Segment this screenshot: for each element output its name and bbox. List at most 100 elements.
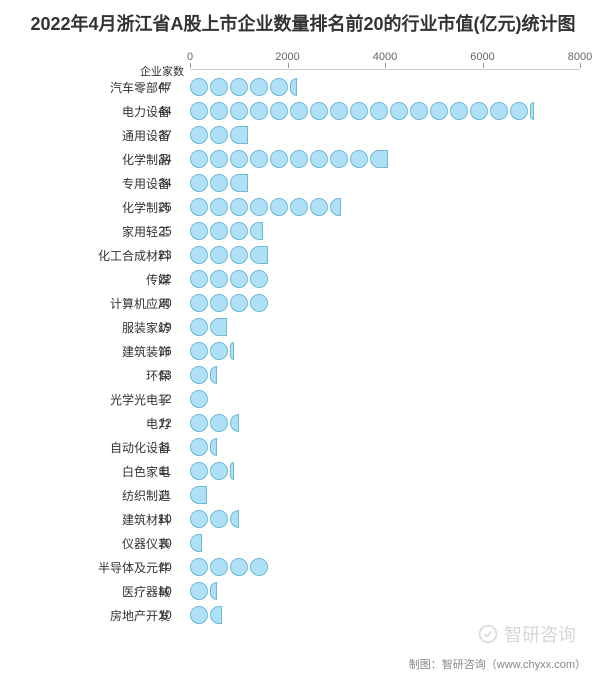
watermark-icon — [478, 624, 498, 644]
dot-marker — [270, 150, 288, 168]
dot-marker — [250, 102, 268, 120]
table-row: 纺织制造11 — [140, 483, 580, 507]
dot-marker-partial — [190, 486, 207, 504]
dot-marker — [350, 150, 368, 168]
x-tick: 6000 — [470, 51, 494, 63]
dot-marker — [190, 150, 208, 168]
dot-marker — [190, 462, 208, 480]
data-rows: 汽车零部件47电力设备44通用设备37化学制品34专用设备34化学制药26家用轻… — [140, 75, 580, 627]
dot-marker — [330, 102, 348, 120]
row-bar — [190, 197, 341, 217]
row-count: 26 — [150, 200, 180, 214]
table-row: 建筑装饰16 — [140, 339, 580, 363]
dot-marker — [470, 102, 488, 120]
dot-marker — [250, 150, 268, 168]
dot-marker — [250, 198, 268, 216]
dot-marker — [190, 342, 208, 360]
row-count: 10 — [150, 608, 180, 622]
dot-marker — [270, 78, 288, 96]
dot-marker — [190, 366, 208, 384]
dot-marker — [190, 558, 208, 576]
table-row: 通用设备37 — [140, 123, 580, 147]
dot-marker-partial — [230, 174, 248, 192]
dot-marker — [270, 198, 288, 216]
dot-marker — [210, 342, 228, 360]
dot-marker — [290, 198, 308, 216]
dot-marker — [190, 198, 208, 216]
table-row: 传媒22 — [140, 267, 580, 291]
row-count: 10 — [150, 512, 180, 526]
table-row: 化学制药26 — [140, 195, 580, 219]
row-count: 22 — [150, 272, 180, 286]
dot-marker — [230, 270, 248, 288]
table-row: 汽车零部件47 — [140, 75, 580, 99]
dot-marker — [290, 150, 308, 168]
dot-marker — [310, 198, 328, 216]
row-bar — [190, 509, 239, 529]
row-count: 34 — [150, 152, 180, 166]
row-count: 44 — [150, 104, 180, 118]
row-bar — [190, 533, 202, 553]
row-bar — [190, 581, 217, 601]
dot-marker — [210, 246, 228, 264]
dot-marker — [210, 270, 228, 288]
row-count: 13 — [150, 368, 180, 382]
dot-marker-partial — [210, 438, 217, 456]
dot-marker-partial — [230, 342, 234, 360]
x-tick-mark — [288, 63, 289, 68]
dot-marker — [210, 126, 228, 144]
table-row: 电力设备44 — [140, 99, 580, 123]
dot-marker — [190, 78, 208, 96]
table-row: 服装家纺19 — [140, 315, 580, 339]
table-row: 自动化设备11 — [140, 435, 580, 459]
table-row: 电力12 — [140, 411, 580, 435]
dot-marker-partial — [210, 606, 222, 624]
row-count: 34 — [150, 176, 180, 190]
dot-marker — [250, 294, 268, 312]
dot-marker-partial — [250, 246, 268, 264]
dot-marker-partial — [210, 366, 217, 384]
dot-marker — [210, 78, 228, 96]
dot-marker — [190, 294, 208, 312]
dot-marker — [430, 102, 448, 120]
table-row: 光学光电子12 — [140, 387, 580, 411]
row-count: 23 — [150, 248, 180, 262]
x-tick-mark — [483, 63, 484, 68]
dot-marker — [230, 150, 248, 168]
row-bar — [190, 365, 217, 385]
footer-source: 制图：智研咨询（www.chyxx.com） — [409, 656, 586, 672]
dot-marker — [210, 294, 228, 312]
row-count: 12 — [150, 392, 180, 406]
row-count: 12 — [150, 416, 180, 430]
dot-marker — [230, 198, 248, 216]
dot-marker — [190, 222, 208, 240]
dot-marker-partial — [210, 318, 227, 336]
row-bar — [190, 269, 273, 289]
table-row: 专用设备34 — [140, 171, 580, 195]
dot-marker — [190, 126, 208, 144]
row-count: 10 — [150, 584, 180, 598]
row-count: 11 — [150, 440, 180, 454]
dot-marker — [310, 150, 328, 168]
row-bar — [190, 557, 273, 577]
row-bar — [190, 221, 263, 241]
dot-marker — [370, 102, 388, 120]
dot-marker — [490, 102, 508, 120]
row-bar — [190, 389, 212, 409]
dot-marker — [230, 294, 248, 312]
dot-marker — [190, 606, 208, 624]
row-bar — [190, 125, 249, 145]
dot-marker — [190, 390, 208, 408]
row-bar — [190, 485, 207, 505]
dot-marker — [190, 414, 208, 432]
dot-marker — [210, 558, 228, 576]
row-count: 20 — [150, 296, 180, 310]
table-row: 计算机应用20 — [140, 291, 580, 315]
row-bar — [190, 413, 239, 433]
dot-marker-partial — [230, 414, 239, 432]
row-count: 10 — [150, 536, 180, 550]
dot-marker — [190, 318, 208, 336]
dot-marker — [190, 102, 208, 120]
x-tick-mark — [385, 63, 386, 68]
dot-marker — [230, 558, 248, 576]
